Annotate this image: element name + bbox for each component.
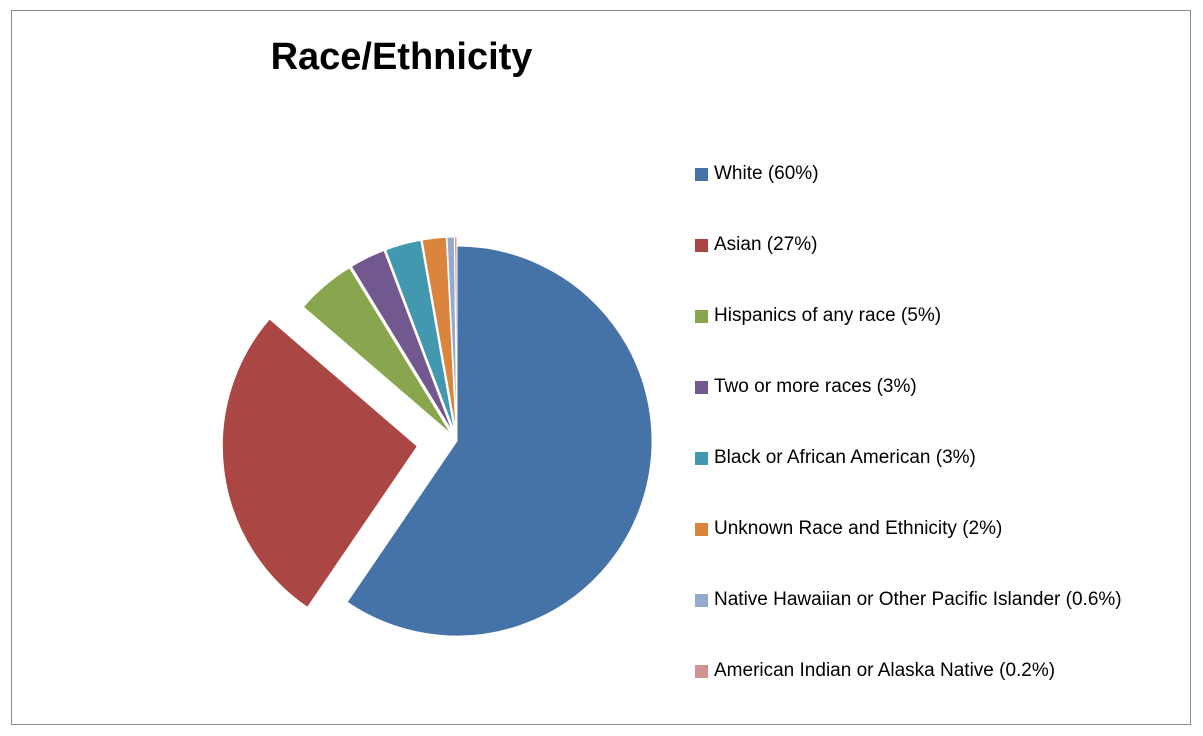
pie-slice-2	[302, 267, 452, 435]
pie-slice-3	[350, 249, 454, 434]
legend-swatch	[695, 665, 708, 678]
legend-swatch	[695, 239, 708, 252]
legend-item: Black or African American (3%)	[695, 443, 1165, 473]
legend-item: White (60%)	[695, 159, 1165, 189]
legend-label: Asian (27%)	[714, 234, 818, 255]
legend-label: Hispanics of any race (5%)	[714, 305, 942, 326]
legend-swatch	[695, 452, 708, 465]
legend-label: Unknown Race and Ethnicity (2%)	[714, 518, 1003, 539]
legend-label: Black or African American (3%)	[714, 447, 976, 468]
legend-label: Native Hawaiian or Other Pacific Islande…	[714, 589, 1122, 610]
legend-label: American Indian or Alaska Native (0.2%)	[714, 660, 1056, 681]
legend-item: Hispanics of any race (5%)	[695, 301, 1165, 331]
pie-slice-0	[346, 245, 653, 637]
pie-slice-1	[221, 318, 419, 609]
legend-item: Unknown Race and Ethnicity (2%)	[695, 514, 1165, 544]
legend-swatch	[695, 381, 708, 394]
legend-swatch	[695, 310, 708, 323]
legend-swatch	[695, 168, 708, 181]
legend-label: Two or more races (3%)	[714, 376, 917, 397]
legend-swatch	[695, 594, 708, 607]
chart-title: Race/Ethnicity	[270, 36, 533, 78]
legend-item: American Indian or Alaska Native (0.2%)	[695, 656, 1165, 686]
legend-label: White (60%)	[714, 163, 819, 184]
pie-slice-7	[454, 236, 458, 433]
legend-item: Native Hawaiian or Other Pacific Islande…	[695, 585, 1165, 615]
pie-slice-5	[421, 236, 457, 433]
legend-swatch	[695, 523, 708, 536]
pie-slice-4	[384, 239, 456, 433]
legend-item: Asian (27%)	[695, 230, 1165, 260]
legend-item: Two or more races (3%)	[695, 372, 1165, 402]
